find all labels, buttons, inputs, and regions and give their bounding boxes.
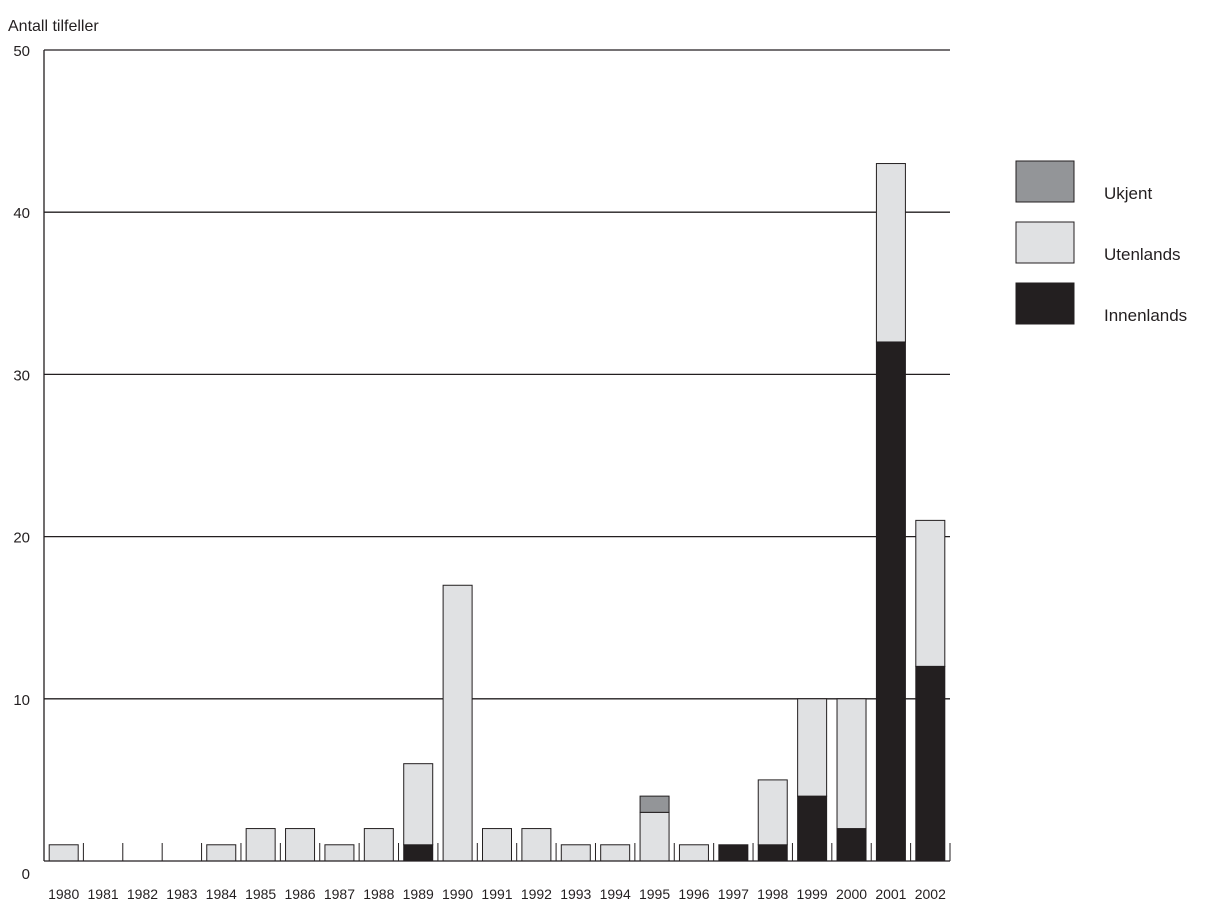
bar-segment-utenlands-1993: [560, 844, 591, 862]
x-tick-label: 1997: [718, 886, 749, 902]
x-tick-label: 2001: [875, 886, 906, 902]
bar-segment-utenlands-2001: [875, 163, 906, 343]
bar-segment-innenlands-2000: [836, 828, 867, 862]
legend-swatch-utenlands: [1015, 221, 1075, 264]
bar-segment-utenlands-2002: [915, 519, 946, 667]
x-tick-label: 1982: [127, 886, 158, 902]
y-tick-label: 20: [13, 530, 30, 547]
x-tick-label: 1995: [639, 886, 670, 902]
y-tick-label: 0: [22, 866, 30, 883]
bar-segment-utenlands-1998: [757, 779, 788, 846]
x-tick-label: 1980: [48, 886, 79, 902]
bar-segment-utenlands-1980: [48, 844, 79, 862]
x-tick-label: 2002: [915, 886, 946, 902]
bar-segment-utenlands-1994: [600, 844, 631, 862]
bar-segment-utenlands-1986: [285, 828, 316, 862]
x-tick-label: 1994: [600, 886, 631, 902]
bar-segment-utenlands-1987: [324, 844, 355, 862]
legend-label-innenlands: Innenlands: [1104, 306, 1187, 325]
bar-segment-innenlands-2002: [915, 665, 946, 862]
bar-segment-ukjent-1995: [639, 795, 670, 813]
y-tick-label: 10: [13, 692, 30, 709]
bar-segment-utenlands-2000: [836, 698, 867, 830]
y-axis-label: Antall tilfeller: [8, 18, 99, 35]
x-tick-label: 1987: [324, 886, 355, 902]
x-tick-label: 2000: [836, 886, 867, 902]
x-tick-label: 1991: [481, 886, 512, 902]
x-tick-label: 1989: [403, 886, 434, 902]
y-tick-labels: 0 10 20 30 40 50: [13, 43, 30, 883]
x-tick-label: 1984: [206, 886, 237, 902]
bar-segment-utenlands-1995: [639, 811, 670, 862]
x-tick-label: 1986: [284, 886, 315, 902]
bar-segment-innenlands-1998: [757, 844, 788, 862]
bar-segment-innenlands-2001: [875, 341, 906, 862]
bar-segment-utenlands-1984: [206, 844, 237, 862]
y-tick-label: 40: [13, 205, 30, 222]
y-tick-label: 50: [13, 43, 30, 60]
x-tick-label: 1990: [442, 886, 473, 902]
x-tick-label: 1983: [166, 886, 197, 902]
bar-segment-utenlands-1991: [482, 828, 512, 862]
legend-label-ukjent: Ukjent: [1104, 184, 1152, 203]
x-tick-labels: 1980 1981 1982 1983 1984 1985 1986 1987 1988 1989…: [48, 886, 946, 902]
legend-swatch-ukjent: [1015, 160, 1075, 203]
axes: [43, 50, 951, 862]
y-tick-label: 30: [13, 367, 30, 384]
bar-segment-utenlands-1988: [363, 828, 394, 862]
x-tick-label: 1998: [757, 886, 788, 902]
bar-segment-utenlands-1999: [797, 698, 828, 797]
bar-segment-innenlands-1997: [718, 844, 749, 862]
x-tick-label: 1992: [521, 886, 552, 902]
x-tick-label: 1988: [363, 886, 394, 902]
bar-segment-utenlands-1989: [403, 763, 434, 846]
x-tick-label: 1981: [88, 886, 119, 902]
x-tick-label: 1996: [678, 886, 709, 902]
x-tick-label: 1993: [560, 886, 591, 902]
bar-segment-utenlands-1990: [442, 584, 473, 862]
gridlines: [44, 49, 950, 700]
bar-segment-innenlands-1999: [797, 795, 828, 862]
bar-segment-utenlands-1985: [245, 828, 276, 862]
bar-segment-utenlands-1996: [678, 844, 709, 862]
x-tick-label: 1999: [797, 886, 828, 902]
legend-label-utenlands: Utenlands: [1104, 245, 1181, 264]
legend-swatch-innenlands: [1015, 282, 1075, 325]
bar-segment-innenlands-1989: [403, 844, 434, 862]
bars: [48, 163, 946, 862]
x-tick-label: 1985: [245, 886, 276, 902]
bar-segment-utenlands-1992: [521, 828, 552, 862]
legend: Ukjent Utenlands Innenlands: [1015, 160, 1187, 325]
